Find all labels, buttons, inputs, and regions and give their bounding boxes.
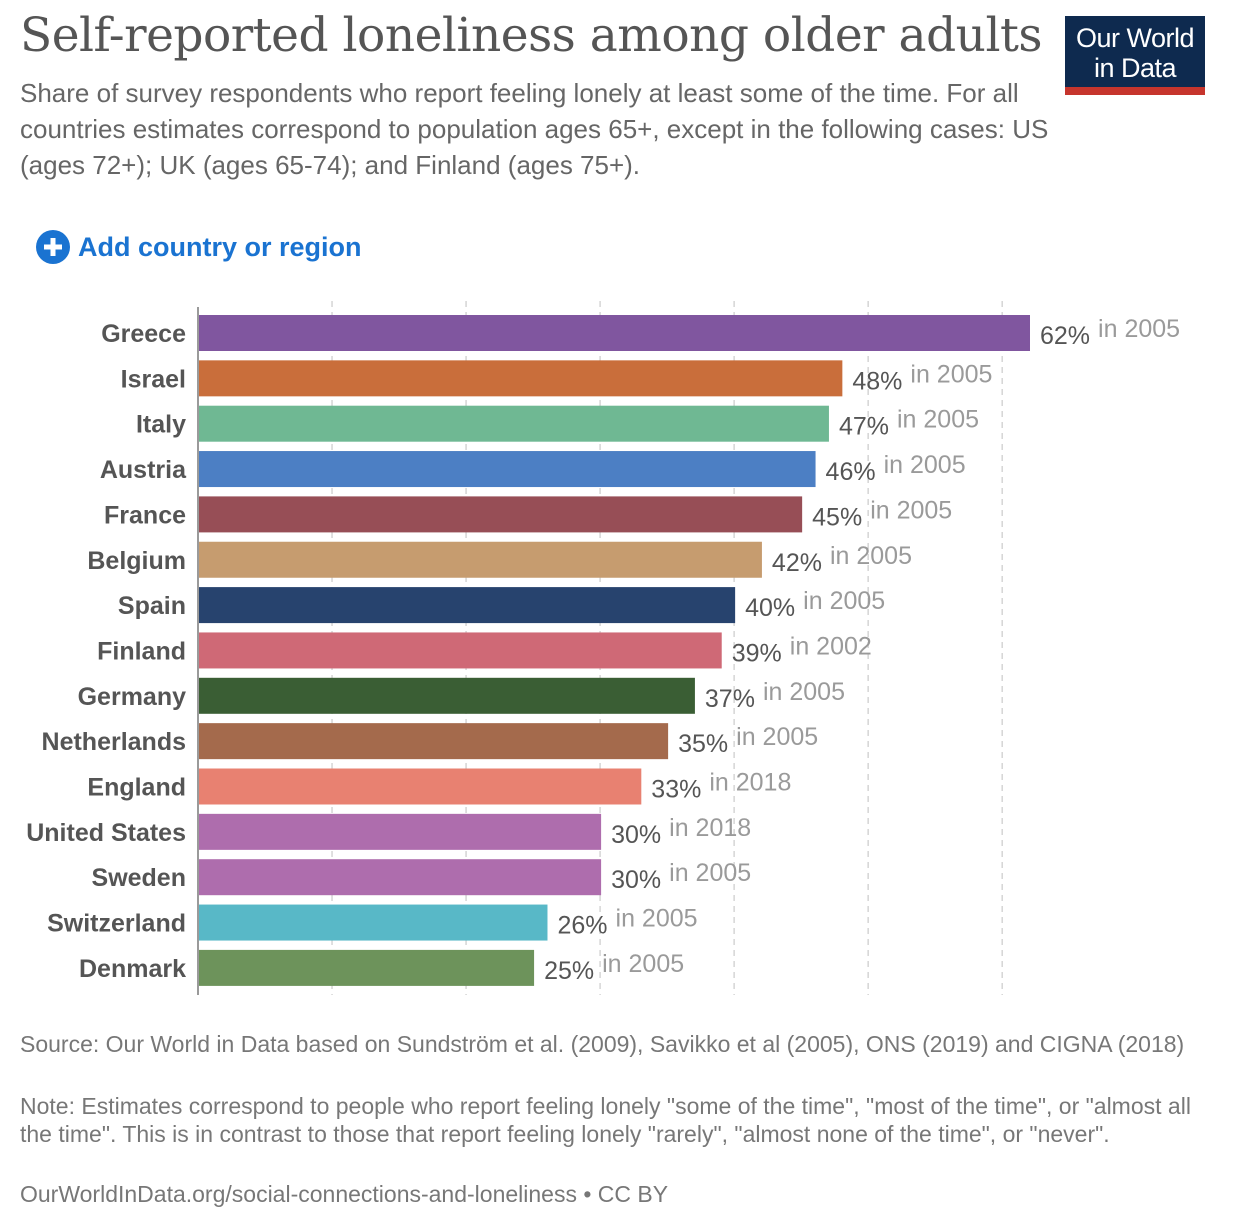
value-label: 30% <box>611 866 661 894</box>
logo-line-1: Our World <box>1075 23 1195 53</box>
bar[interactable] <box>199 949 535 986</box>
country-label[interactable]: Switzerland <box>47 910 186 938</box>
year-label: in 2005 <box>803 587 885 615</box>
bar[interactable] <box>199 541 762 578</box>
year-label: in 2002 <box>790 632 872 660</box>
bar[interactable] <box>199 315 1030 351</box>
year-label: in 2005 <box>602 950 684 978</box>
value-label: 62% <box>1040 322 1090 350</box>
footnote: Note: Estimates correspond to people who… <box>20 1093 1191 1147</box>
country-label[interactable]: Italy <box>136 411 186 439</box>
add-country-button[interactable]: Add country or region <box>35 228 362 266</box>
bar[interactable] <box>199 360 843 397</box>
value-label: 42% <box>772 549 822 577</box>
bar[interactable] <box>199 496 803 533</box>
country-label[interactable]: Austria <box>100 456 187 484</box>
value-label: 35% <box>678 730 728 758</box>
value-label: 33% <box>651 776 701 804</box>
bar[interactable] <box>199 587 736 624</box>
country-label[interactable]: Spain <box>118 592 186 620</box>
year-label: in 2005 <box>870 496 952 524</box>
country-label[interactable]: Germany <box>78 683 186 711</box>
logo-line-2: in Data <box>1093 53 1177 83</box>
country-label[interactable]: Denmark <box>79 955 186 983</box>
year-label: in 2005 <box>616 905 698 933</box>
chart-title: Self-reported loneliness among older adu… <box>20 8 1042 63</box>
bar[interactable] <box>199 677 695 714</box>
bar[interactable] <box>199 405 829 442</box>
value-label: 25% <box>544 957 594 985</box>
owid-logo[interactable]: Our World in Data <box>1065 16 1205 95</box>
year-label: in 2005 <box>910 360 992 388</box>
year-label: in 2018 <box>709 769 791 797</box>
value-label: 39% <box>732 639 782 667</box>
chart-subtitle: Share of survey respondents who report f… <box>20 78 1049 180</box>
bar[interactable] <box>199 632 722 669</box>
source-url[interactable]: OurWorldInData.org/social-connections-an… <box>20 1181 669 1207</box>
year-label: in 2005 <box>884 451 966 479</box>
country-label[interactable]: England <box>87 774 186 802</box>
value-label: 40% <box>745 594 795 622</box>
year-label: in 2005 <box>830 542 912 570</box>
country-label[interactable]: United States <box>26 819 186 847</box>
bar-chart: Greece 62% in 2005 Israel 48% in 2005 Italy 47%… <box>26 301 1180 995</box>
plus-circle-icon <box>36 230 70 264</box>
country-label[interactable]: Belgium <box>87 547 186 575</box>
year-label: in 2005 <box>897 406 979 434</box>
country-label[interactable]: Netherlands <box>42 728 186 756</box>
value-label: 45% <box>812 503 862 531</box>
bar[interactable] <box>199 813 602 850</box>
country-label[interactable]: Sweden <box>92 864 186 892</box>
bar[interactable] <box>199 859 602 896</box>
add-country-label: Add country or region <box>78 231 362 262</box>
year-label: in 2005 <box>736 723 818 751</box>
bar[interactable] <box>199 723 669 760</box>
value-label: 30% <box>611 821 661 849</box>
value-label: 26% <box>557 912 607 940</box>
value-label: 48% <box>852 367 902 395</box>
year-label: in 2018 <box>669 814 751 842</box>
value-label: 37% <box>705 685 755 713</box>
bar[interactable] <box>199 451 816 488</box>
year-label: in 2005 <box>669 859 751 887</box>
country-label[interactable]: France <box>104 501 186 529</box>
bar[interactable] <box>199 904 548 941</box>
year-label: in 2005 <box>763 678 845 706</box>
country-label[interactable]: Israel <box>121 365 186 393</box>
value-label: 47% <box>839 413 889 441</box>
country-label[interactable]: Finland <box>97 637 186 665</box>
bar[interactable] <box>199 768 642 805</box>
year-label: in 2005 <box>1098 315 1180 343</box>
source-note: Source: Our World in Data based on Sunds… <box>20 1031 1185 1057</box>
value-label: 46% <box>826 458 876 486</box>
country-label[interactable]: Greece <box>101 320 186 348</box>
